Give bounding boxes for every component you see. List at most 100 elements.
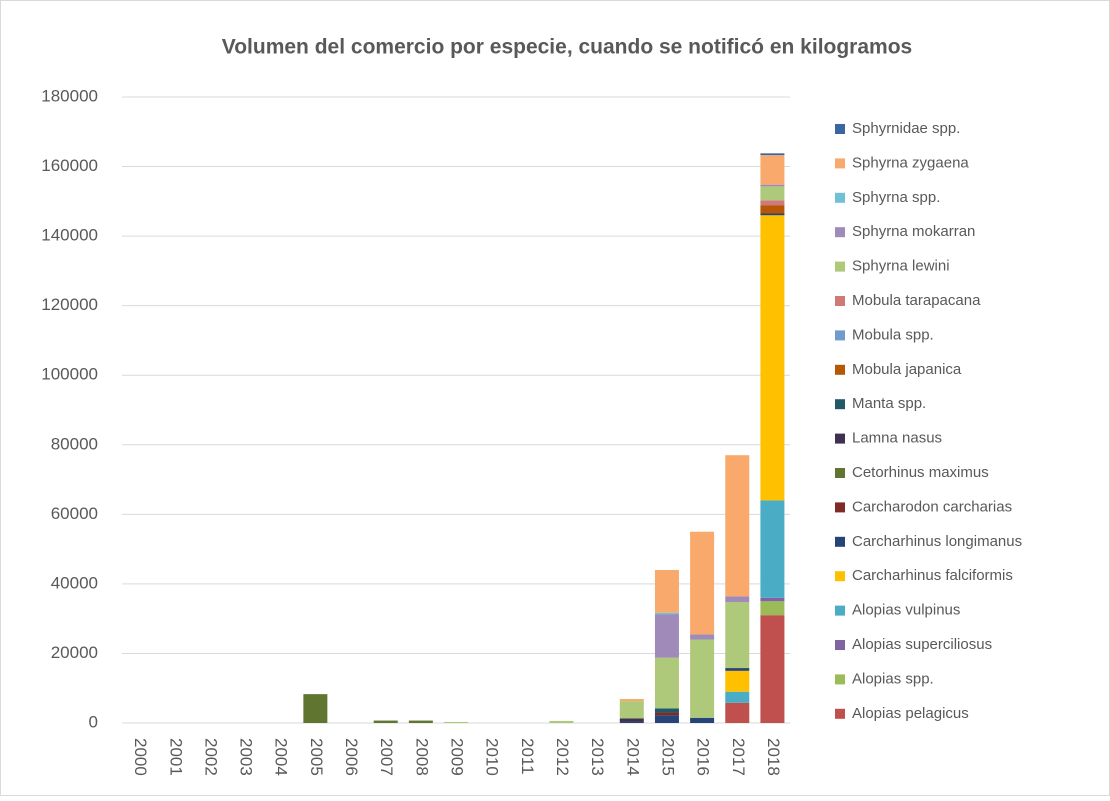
legend-swatch bbox=[835, 605, 845, 616]
legend-swatch bbox=[835, 674, 845, 685]
bar-segment bbox=[654, 715, 679, 723]
legend-swatch bbox=[835, 708, 845, 719]
bar-segment bbox=[725, 455, 750, 597]
legend-label: Manta spp. bbox=[852, 395, 926, 412]
x-tick-label: 2009 bbox=[448, 738, 467, 776]
legend-label: Carcharhinus longimanus bbox=[852, 533, 1022, 550]
bar-segment bbox=[549, 720, 574, 723]
bar-segment bbox=[690, 634, 715, 640]
x-tick-label: 2005 bbox=[307, 738, 326, 776]
legend-label: Carcharhinus falciformis bbox=[852, 567, 1013, 584]
legend-swatch bbox=[835, 571, 845, 582]
bar-segment bbox=[690, 531, 715, 635]
bar-segment bbox=[690, 717, 715, 723]
bar-segment bbox=[760, 597, 785, 602]
bar-segment bbox=[725, 702, 750, 723]
legend-swatch bbox=[835, 433, 845, 444]
legend-swatch bbox=[835, 330, 845, 341]
bar-segment bbox=[760, 215, 785, 501]
x-tick-label: 2006 bbox=[342, 738, 361, 776]
legend-swatch bbox=[835, 536, 845, 547]
y-tick-label: 0 bbox=[89, 712, 98, 731]
x-tick-label: 2002 bbox=[201, 738, 220, 776]
legend-swatch bbox=[835, 296, 845, 306]
legend-label: Carcharodon carcharias bbox=[852, 498, 1012, 515]
bar-segment bbox=[725, 596, 750, 602]
x-tick-label: 2014 bbox=[623, 738, 642, 776]
legend-label: Alopias pelagicus bbox=[852, 705, 969, 722]
x-tick-label: 2018 bbox=[764, 738, 783, 776]
bar-segment bbox=[654, 657, 679, 709]
legend-label: Alopias vulpinus bbox=[852, 602, 960, 619]
bar-segment bbox=[760, 186, 785, 201]
legend-swatch bbox=[835, 158, 845, 169]
legend-swatch bbox=[835, 192, 845, 203]
legend-label: Sphyrna zygaena bbox=[852, 154, 969, 171]
x-tick-label: 2017 bbox=[729, 738, 748, 776]
legend-label: Sphyrna mokarran bbox=[852, 223, 975, 240]
x-tick-label: 2001 bbox=[166, 738, 185, 776]
x-tick-label: 2012 bbox=[553, 738, 572, 776]
legend-swatch bbox=[835, 364, 845, 375]
legend-swatch bbox=[835, 502, 845, 513]
legend-label: Mobula spp. bbox=[852, 326, 934, 343]
legend-swatch bbox=[835, 640, 845, 650]
legend-label: Cetorhinus maximus bbox=[852, 464, 989, 481]
bar-segment bbox=[303, 694, 328, 723]
legend-label: Alopias spp. bbox=[852, 670, 934, 687]
bar-segment bbox=[373, 720, 398, 723]
bar-segment bbox=[760, 500, 785, 598]
legend-label: Sphyrnidae spp. bbox=[852, 120, 960, 137]
bar-segment bbox=[654, 708, 679, 713]
bar-segment bbox=[760, 615, 785, 723]
x-tick-label: 2007 bbox=[377, 738, 396, 776]
legend-label: Mobula tarapacana bbox=[852, 292, 981, 309]
legend-label: Lamna nasus bbox=[852, 430, 942, 447]
x-tick-label: 2010 bbox=[483, 738, 502, 776]
y-tick-label: 120000 bbox=[41, 295, 98, 314]
y-tick-label: 20000 bbox=[51, 643, 98, 662]
x-tick-label: 2011 bbox=[518, 738, 537, 775]
y-tick-label: 180000 bbox=[41, 86, 98, 105]
y-tick-label: 60000 bbox=[51, 504, 98, 523]
bar-segment bbox=[760, 200, 785, 206]
legend-swatch bbox=[835, 261, 845, 272]
y-tick-label: 160000 bbox=[41, 156, 98, 175]
bar-segment bbox=[760, 601, 785, 616]
bar-segment bbox=[654, 612, 679, 615]
bar-segment bbox=[654, 569, 679, 613]
x-tick-label: 2004 bbox=[272, 738, 291, 776]
bar-segment bbox=[725, 668, 750, 671]
legend-swatch bbox=[835, 124, 845, 134]
bar-segment bbox=[725, 691, 750, 703]
bar-segment bbox=[619, 701, 644, 719]
bar-segment bbox=[619, 721, 644, 723]
bar-segment bbox=[760, 184, 785, 187]
bar-segment bbox=[760, 155, 785, 185]
bar-segment bbox=[654, 614, 679, 658]
y-tick-label: 100000 bbox=[41, 365, 98, 384]
x-tick-label: 2013 bbox=[588, 738, 607, 776]
chart-title: Volumen del comercio por especie, cuando… bbox=[222, 36, 912, 59]
bar-segment bbox=[619, 718, 644, 722]
x-tick-label: 2003 bbox=[237, 738, 256, 776]
legend-swatch bbox=[835, 399, 845, 410]
legend-label: Alopias superciliosus bbox=[852, 636, 992, 653]
y-tick-label: 140000 bbox=[41, 226, 98, 245]
bar-segment bbox=[725, 670, 750, 692]
y-tick-label: 40000 bbox=[51, 573, 98, 592]
bar-segment bbox=[444, 721, 468, 723]
legend-label: Sphyrna lewini bbox=[852, 258, 950, 275]
bar-segment bbox=[619, 699, 644, 702]
legend-label: Sphyrna spp. bbox=[852, 189, 940, 206]
bar-segment bbox=[760, 205, 785, 214]
x-tick-label: 2015 bbox=[658, 738, 677, 776]
x-tick-label: 2016 bbox=[694, 738, 713, 776]
x-tick-label: 2000 bbox=[131, 738, 150, 776]
legend-swatch bbox=[835, 227, 845, 238]
legend-swatch bbox=[835, 468, 845, 478]
legend-label: Mobula japanica bbox=[852, 361, 962, 378]
bar-segment bbox=[408, 720, 433, 723]
